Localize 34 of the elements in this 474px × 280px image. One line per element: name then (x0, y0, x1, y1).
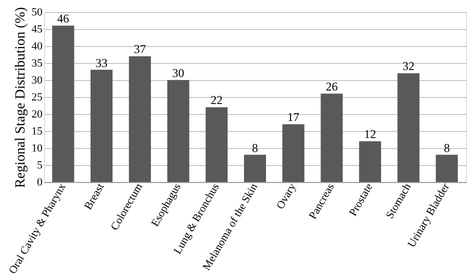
y-tick-label: 30 (32, 74, 43, 86)
y-tick-label: 45 (32, 24, 43, 36)
y-tick-label: 50 (32, 6, 43, 18)
data-label: 22 (210, 93, 223, 108)
data-label: 8 (444, 140, 450, 155)
bar (359, 141, 382, 182)
data-label: 32 (402, 59, 414, 74)
bar (282, 124, 304, 182)
y-tick-label: 40 (32, 40, 43, 52)
y-tick-label: 5 (37, 160, 43, 172)
data-label: 46 (57, 12, 70, 26)
bar (52, 26, 74, 182)
data-label: 17 (287, 110, 300, 124)
data-label: 8 (252, 140, 258, 155)
y-tick-label: 10 (32, 142, 43, 154)
data-label: 33 (96, 56, 108, 70)
y-tick-label: 35 (32, 58, 43, 70)
data-label: 26 (326, 80, 338, 94)
bar (436, 154, 458, 182)
y-tick-label: 25 (32, 92, 43, 104)
y-axis-title: Regional Stage Distribution (%) (14, 6, 28, 188)
bar (167, 80, 190, 182)
data-label: 30 (172, 66, 184, 80)
y-tick-label: 20 (32, 108, 43, 120)
bar (320, 94, 343, 182)
bar (206, 107, 228, 182)
y-tick-label: 0 (37, 176, 43, 188)
bar (128, 56, 151, 182)
y-tick-label: 15 (32, 126, 43, 138)
bar (244, 154, 266, 182)
data-label: 37 (134, 42, 146, 56)
bar (397, 73, 420, 182)
bar (90, 70, 113, 182)
data-label: 12 (364, 127, 376, 142)
